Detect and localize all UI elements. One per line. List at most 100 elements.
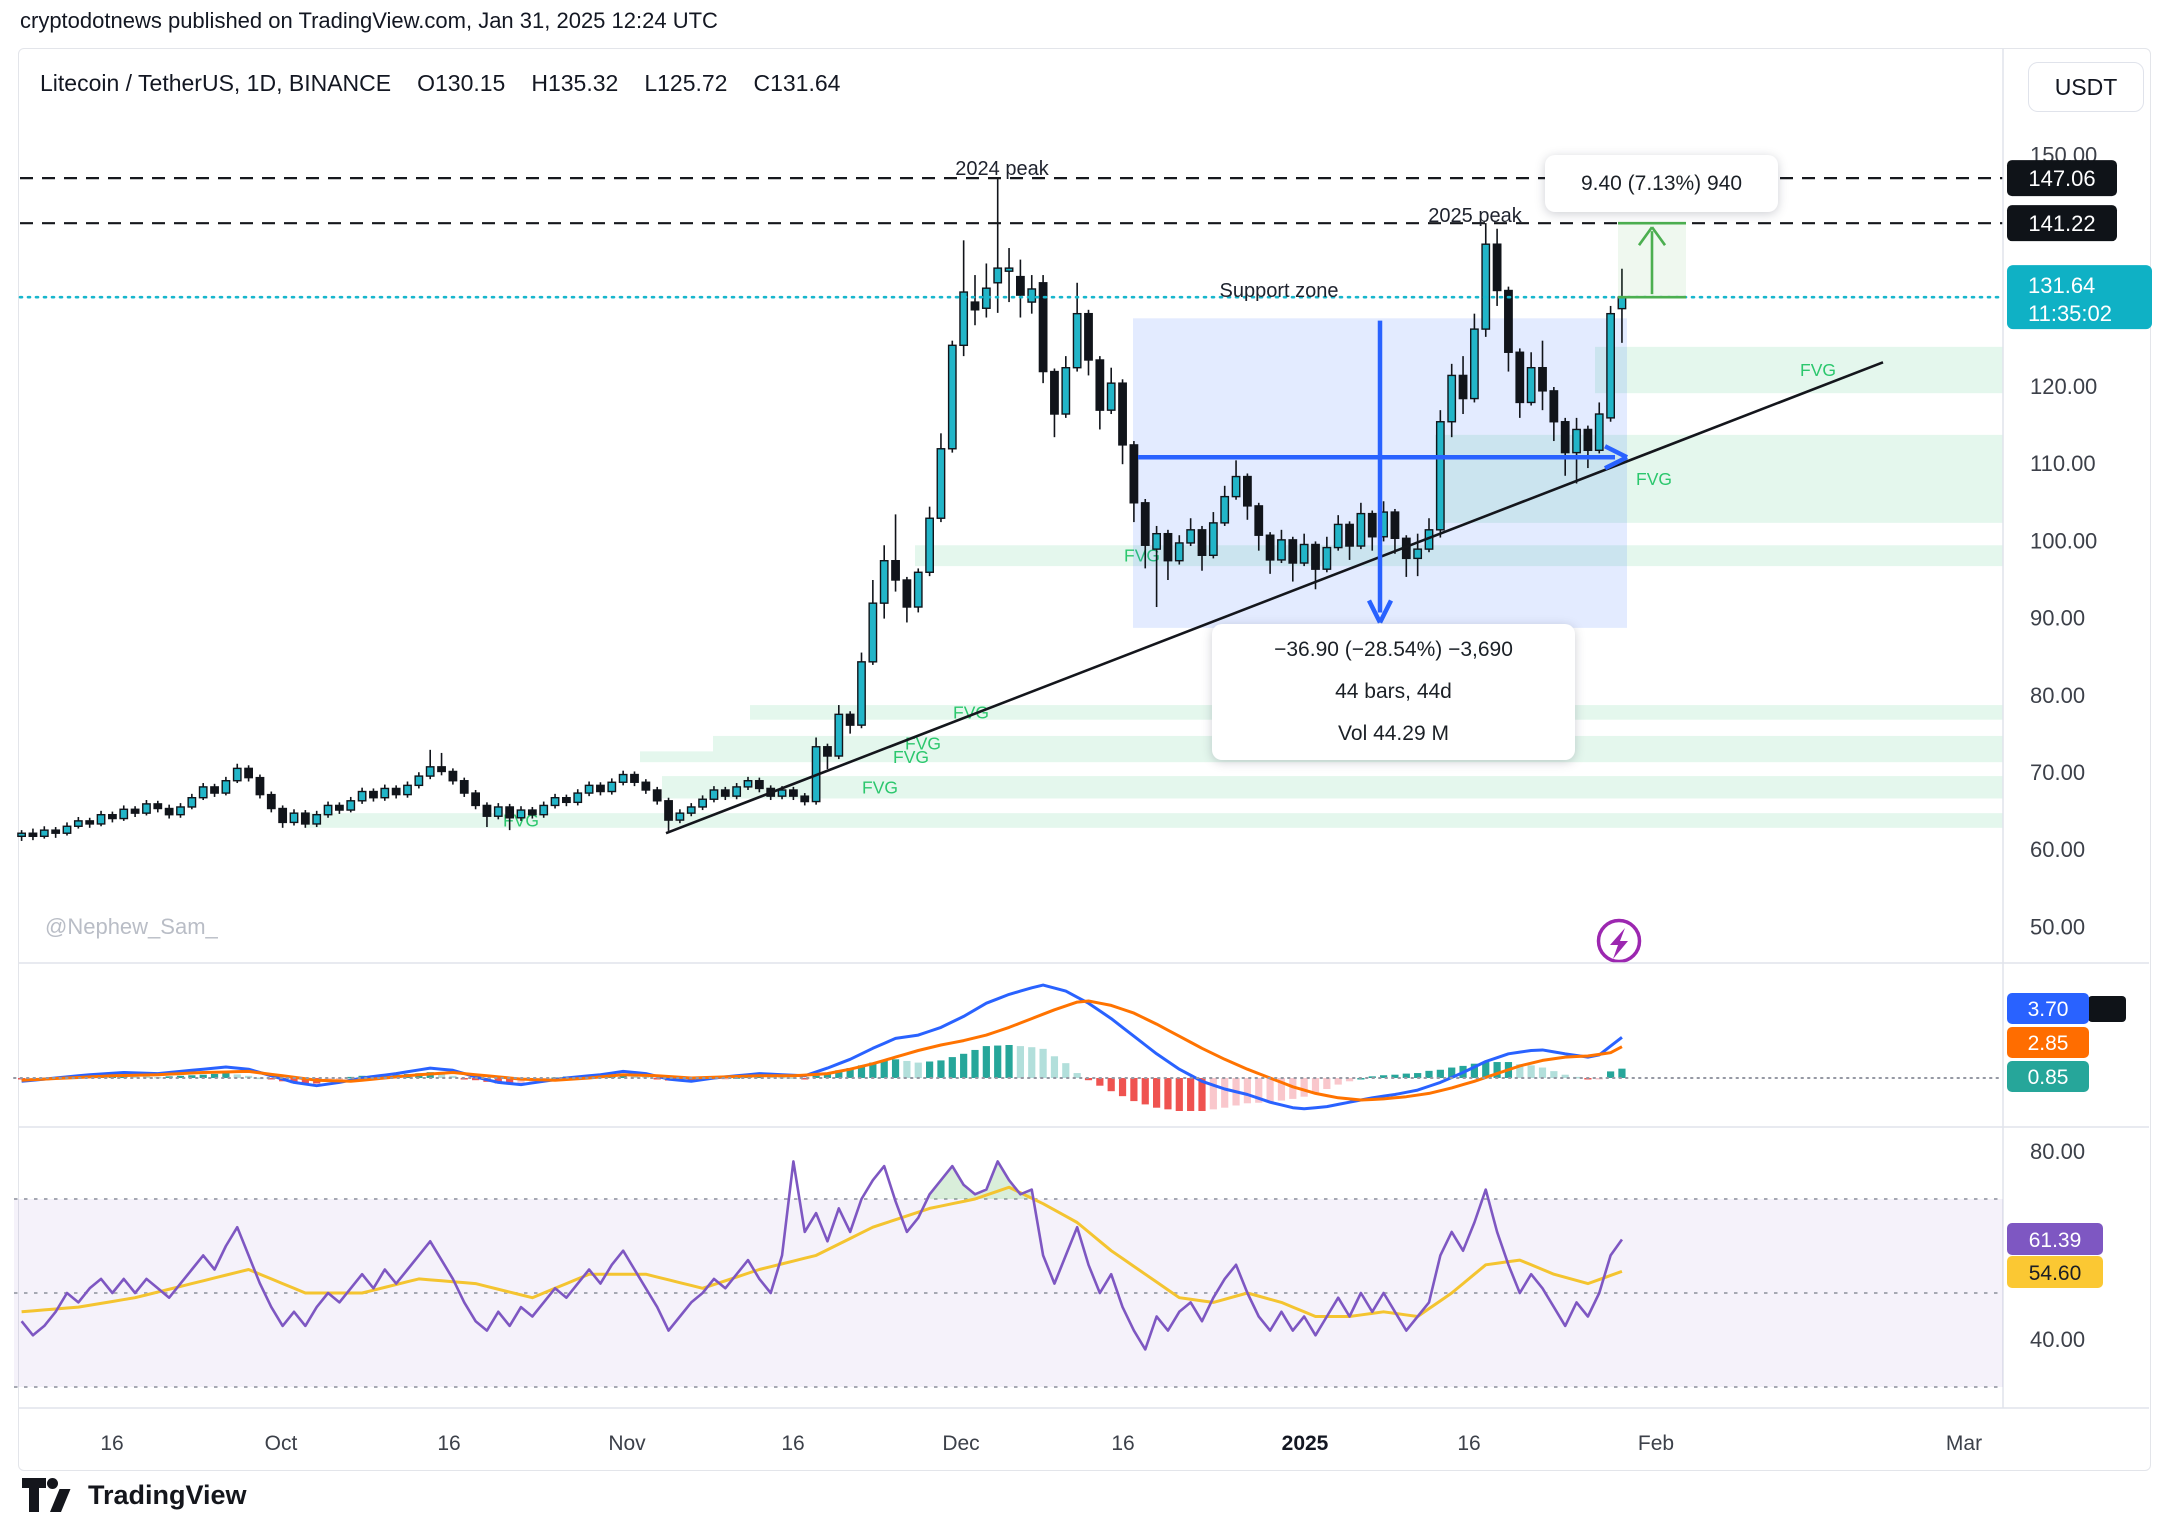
rsi-value-badge (2007, 1223, 2103, 1255)
macd-histogram-bar (449, 1075, 457, 1078)
lightning-button[interactable] (1596, 918, 1642, 964)
fvg-zone (1435, 434, 2003, 523)
macd-histogram-bar (1334, 1078, 1342, 1085)
candle-up (550, 797, 560, 807)
candle-up (1594, 413, 1604, 452)
rsi-line (20, 1160, 1624, 1351)
x-axis-label: 16 (1111, 1432, 1134, 1455)
current-price-badge (2007, 265, 2152, 330)
macd-histogram-bar (267, 1078, 275, 1080)
macd-histogram-bar (1141, 1078, 1149, 1105)
x-axis-label: Feb (1638, 1432, 1674, 1455)
macd-histogram-bar (222, 1073, 230, 1078)
measure-up-text: 9.40 (7.13%) 940 (1580, 171, 1743, 195)
candle-up (1106, 382, 1116, 411)
candle-up (913, 571, 923, 608)
candle-up (1004, 267, 1014, 272)
x-axis-label: Oct (265, 1432, 298, 1455)
support-zone-label: Support zone (1220, 280, 1339, 302)
candle-up (232, 767, 242, 782)
candle-down (845, 713, 855, 726)
candle-up (686, 806, 696, 814)
candle-up (1526, 367, 1536, 404)
fvg-label: FVG (1636, 469, 1672, 489)
candle-up (857, 661, 866, 726)
macd-histogram-bar (1209, 1078, 1217, 1110)
macd-histogram-bar (812, 1075, 820, 1078)
attribution-text: cryptodotnews published on TradingView.c… (20, 8, 718, 33)
macd-histogram-bar (1243, 1078, 1251, 1104)
candle-down (1016, 275, 1025, 296)
candle-up (1061, 367, 1071, 415)
candle-down (527, 809, 537, 816)
macd-value-badge (2007, 993, 2089, 1024)
macd-histogram-bar (1255, 1078, 1263, 1103)
candle-down (1515, 351, 1525, 404)
candle-up (357, 790, 367, 802)
macd-histogram-bar (1175, 1078, 1183, 1111)
trendline[interactable] (665, 361, 1884, 835)
candle-down (1095, 359, 1105, 411)
candle-up (1072, 312, 1082, 369)
macd-histogram-bar (245, 1075, 253, 1078)
measure-down-line2: 44 bars, 44d (1335, 680, 1452, 703)
macd-histogram-bar (1096, 1078, 1104, 1086)
rs-overbought-fill (929, 1161, 1032, 1199)
currency-unit-button[interactable]: USDT (2028, 62, 2144, 112)
time-axis[interactable]: 16 Oct 16 Nov 16 Dec 16 2025 16 Feb Mar (100, 1432, 1982, 1455)
price-scale-label: 120.00 (2030, 374, 2097, 399)
price-scale[interactable]: 150.00120.00110.00100.0090.0080.0070.006… (2007, 142, 2152, 1352)
tradingview-footer[interactable]: TradingView (22, 1478, 247, 1512)
candle-up (187, 797, 197, 808)
price-level-badge-text: 141.22 (2028, 211, 2095, 236)
candle-up (743, 780, 753, 788)
macd-histogram-bar (1039, 1048, 1047, 1078)
watermark: @Nephew_Sam_ (45, 914, 219, 939)
candle-up (516, 809, 526, 819)
candle-down (107, 813, 117, 820)
candle-down (596, 784, 605, 793)
candle-up (925, 517, 935, 573)
candle-down (1367, 512, 1377, 538)
macd-histogram-bar (506, 1078, 514, 1084)
candle-up (323, 804, 333, 816)
x-axis-label: 2025 (1282, 1432, 1329, 1455)
candle-up (403, 784, 412, 796)
macd-histogram-bar (1527, 1065, 1535, 1078)
candle-up (947, 344, 957, 450)
macd-histogram-bar (914, 1062, 922, 1078)
fvg-label: FVG (893, 747, 929, 767)
measure-h-arrowhead (1603, 444, 1629, 471)
macd-histogram-bar (131, 1075, 139, 1078)
peak-2025-label: 2025 peak (1428, 205, 1522, 227)
candle-up (346, 800, 356, 811)
candle-down (1038, 282, 1048, 373)
macd-histogram-bar (801, 1078, 809, 1080)
macd-histogram-bar (1436, 1069, 1444, 1078)
candle-up (1027, 288, 1037, 303)
macd-histogram-bar (1221, 1078, 1229, 1108)
macd-histogram-bar (1561, 1074, 1569, 1078)
price-scale-label: 60.00 (2030, 837, 2085, 862)
macd-histogram-bar (1402, 1073, 1410, 1078)
candle-down (891, 560, 900, 581)
candle-up (1231, 475, 1241, 498)
candle-up (584, 784, 594, 794)
candle-down (1265, 534, 1275, 561)
macd-histogram-bar (1595, 1078, 1603, 1080)
candle-up (142, 803, 151, 814)
candle-up (73, 820, 83, 827)
candle-down (28, 832, 38, 838)
macd-histogram-bar (517, 1078, 525, 1084)
candle-down (1538, 367, 1547, 392)
candle-down (1583, 428, 1593, 452)
price-scale-label: 80.00 (2030, 683, 2085, 708)
macd-histogram-bar (347, 1076, 355, 1079)
current-price-text: 131.64 (2028, 273, 2095, 298)
price-pane: FVGFVGFVGFVGFVGFVGFVGFVG (17, 178, 2003, 841)
candle-down (437, 766, 446, 773)
candle-down (800, 795, 810, 803)
tradingview-logo-icon (22, 1478, 71, 1512)
candle-down (1163, 532, 1173, 562)
macd-histogram-bar (1016, 1046, 1024, 1078)
